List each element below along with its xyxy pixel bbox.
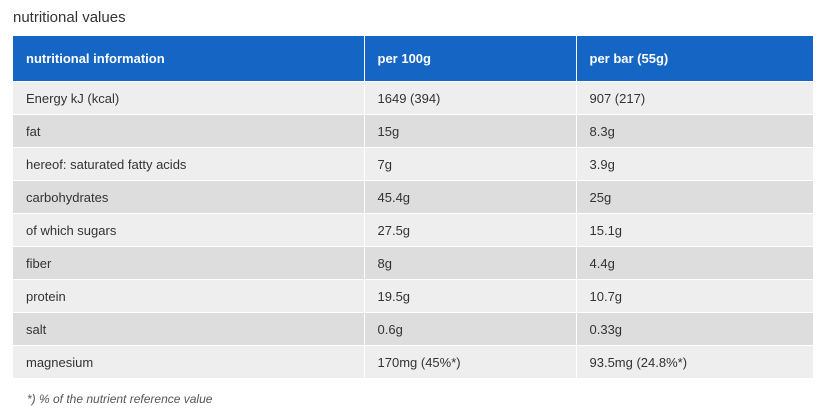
- value-per-bar: 25g: [575, 180, 813, 214]
- value-per-bar: 907 (217): [575, 81, 813, 115]
- nutrient-name: magnesium: [13, 345, 365, 379]
- nutrient-name: carbohydrates: [13, 180, 365, 214]
- value-per-bar: 3.9g: [575, 147, 813, 181]
- column-header-nutrient: nutritional information: [13, 36, 365, 82]
- nutrient-name: hereof: saturated fatty acids: [13, 147, 365, 181]
- value-per-bar: 10.7g: [575, 279, 813, 313]
- value-per-100g: 7g: [363, 147, 577, 181]
- nutrient-name: protein: [13, 279, 365, 313]
- value-per-100g: 8g: [363, 246, 577, 280]
- table-row: fiber 8g 4.4g: [13, 246, 813, 280]
- footnote: *) % of the nutrient reference value: [27, 392, 213, 406]
- value-per-100g: 45.4g: [363, 180, 577, 214]
- value-per-bar: 8.3g: [575, 114, 813, 148]
- table-row: of which sugars 27.5g 15.1g: [13, 213, 813, 247]
- nutrient-name: salt: [13, 312, 365, 346]
- nutrition-table: nutritional information per 100g per bar…: [13, 36, 813, 379]
- value-per-100g: 27.5g: [363, 213, 577, 247]
- value-per-bar: 15.1g: [575, 213, 813, 247]
- nutrient-name: fat: [13, 114, 365, 148]
- value-per-100g: 170mg (45%*): [363, 345, 577, 379]
- table-row: hereof: saturated fatty acids 7g 3.9g: [13, 147, 813, 181]
- table-row: magnesium 170mg (45%*) 93.5mg (24.8%*): [13, 345, 813, 379]
- value-per-bar: 0.33g: [575, 312, 813, 346]
- value-per-100g: 0.6g: [363, 312, 577, 346]
- table-row: protein 19.5g 10.7g: [13, 279, 813, 313]
- table-row: salt 0.6g 0.33g: [13, 312, 813, 346]
- page-title: nutritional values: [13, 9, 126, 26]
- value-per-100g: 1649 (394): [363, 81, 577, 115]
- nutrient-name: of which sugars: [13, 213, 365, 247]
- table-row: carbohydrates 45.4g 25g: [13, 180, 813, 214]
- nutrient-name: Energy kJ (kcal): [13, 81, 365, 115]
- nutrient-name: fiber: [13, 246, 365, 280]
- column-header-per-100g: per 100g: [363, 36, 577, 82]
- column-header-per-bar: per bar (55g): [575, 36, 813, 82]
- value-per-bar: 93.5mg (24.8%*): [575, 345, 813, 379]
- table-header-row: nutritional information per 100g per bar…: [13, 36, 813, 82]
- table-row: fat 15g 8.3g: [13, 114, 813, 148]
- value-per-100g: 19.5g: [363, 279, 577, 313]
- table-row: Energy kJ (kcal) 1649 (394) 907 (217): [13, 81, 813, 115]
- value-per-bar: 4.4g: [575, 246, 813, 280]
- value-per-100g: 15g: [363, 114, 577, 148]
